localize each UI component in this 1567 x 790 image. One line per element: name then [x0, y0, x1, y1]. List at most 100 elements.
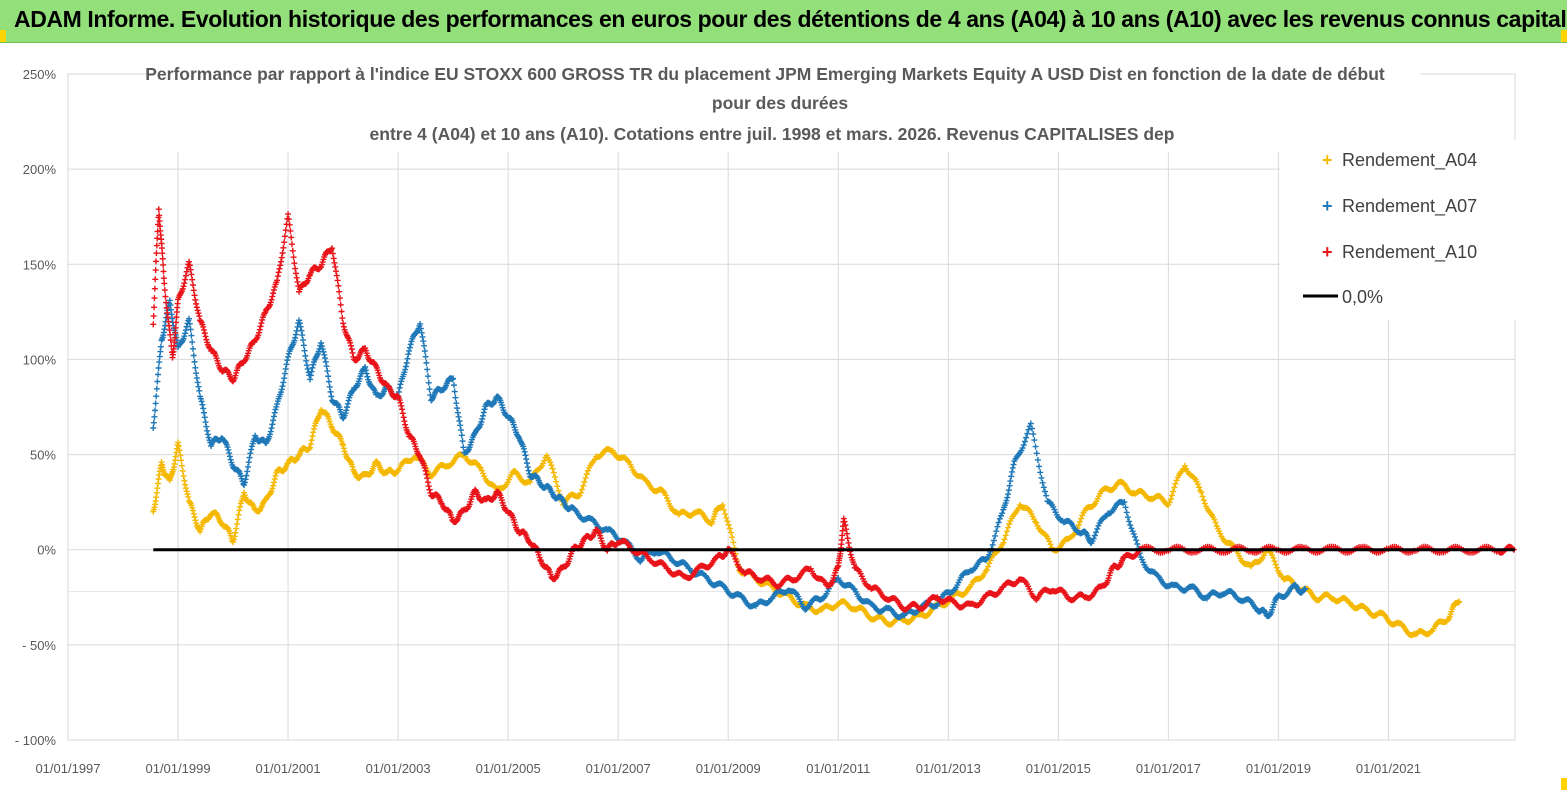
data-point: [197, 395, 204, 402]
data-point: [1455, 599, 1462, 606]
data-point: [188, 332, 195, 339]
data-point: [323, 363, 330, 370]
data-point: [723, 514, 730, 521]
data-point: [986, 551, 993, 558]
data-point: [426, 486, 433, 493]
data-point: [331, 259, 338, 266]
data-point: [306, 272, 313, 279]
data-point: [150, 313, 157, 320]
data-point: [188, 271, 195, 278]
data-point: [152, 407, 159, 414]
data-point: [347, 342, 354, 349]
data-point: [1032, 518, 1039, 525]
data-point: [339, 315, 346, 322]
data-point: [424, 479, 431, 486]
data-point: [173, 319, 180, 326]
data-point: [404, 355, 411, 362]
data-point: [547, 459, 554, 466]
data-point: [1005, 524, 1012, 531]
data-point: [1127, 522, 1134, 529]
data-point: [994, 523, 1001, 530]
data-point: [1269, 552, 1276, 559]
data-point: [303, 362, 310, 369]
data-point: [307, 376, 314, 383]
data-point: [1021, 438, 1028, 445]
data-point: [336, 288, 343, 295]
data-point: [280, 244, 287, 251]
data-point: [160, 275, 167, 282]
data-point: [285, 216, 292, 223]
data-point: [1047, 541, 1054, 548]
data-point: [153, 250, 160, 257]
data-point: [193, 304, 200, 311]
legend-label-zero: 0,0%: [1342, 287, 1383, 307]
data-point: [1041, 488, 1048, 495]
data-point: [329, 250, 336, 257]
data-point: [267, 299, 274, 306]
data-point: [200, 323, 207, 330]
data-point: [286, 221, 293, 228]
data-point: [850, 561, 857, 568]
data-point: [270, 479, 277, 486]
data-point: [996, 515, 1003, 522]
legend-label-a04: Rendement_A04: [1342, 150, 1477, 171]
data-point: [520, 445, 527, 452]
data-point: [271, 476, 278, 483]
data-point: [1090, 535, 1097, 542]
data-point: [396, 384, 403, 391]
data-point: [185, 493, 192, 500]
data-point: [167, 337, 174, 344]
data-point: [1201, 500, 1208, 507]
data-point: [1029, 425, 1036, 432]
data-point: [187, 266, 194, 273]
data-point: [282, 227, 289, 234]
data-point: [205, 515, 212, 522]
data-point: [1005, 487, 1012, 494]
data-point: [1093, 529, 1100, 536]
data-point: [540, 460, 547, 467]
data-point: [225, 446, 232, 453]
data-point: [257, 323, 264, 330]
data-point: [422, 467, 429, 474]
data-point: [983, 566, 990, 573]
data-point: [243, 472, 250, 479]
data-point: [189, 345, 196, 352]
data-point: [1025, 426, 1032, 433]
data-point: [310, 429, 317, 436]
data-point: [418, 329, 425, 336]
data-point: [480, 409, 487, 416]
data-point: [152, 400, 159, 407]
data-point: [477, 464, 484, 471]
data-point: [156, 218, 163, 225]
data-point: [1273, 564, 1280, 571]
data-point: [1123, 509, 1130, 516]
data-point: [522, 452, 529, 459]
data-point: [1272, 561, 1279, 568]
data-point: [727, 529, 734, 536]
data-point: [1171, 484, 1178, 491]
data-point: [161, 280, 168, 287]
data-point: [1173, 477, 1180, 484]
data-points: [150, 206, 1517, 639]
series-Rendement_A04: [150, 406, 1463, 639]
data-point: [304, 365, 311, 372]
data-point: [247, 450, 254, 457]
data-point: [190, 287, 197, 294]
data-point: [278, 386, 285, 393]
data-point: [1130, 530, 1137, 537]
data-point: [554, 483, 561, 490]
data-point: [156, 212, 163, 219]
data-point: [334, 401, 341, 408]
data-point: [1005, 491, 1012, 498]
data-point: [318, 343, 325, 350]
data-point: [1031, 437, 1038, 444]
data-point: [555, 487, 562, 494]
data-point: [344, 400, 351, 407]
data-point: [1002, 532, 1009, 539]
data-point: [191, 292, 198, 299]
data-point: [1037, 469, 1044, 476]
data-point: [224, 524, 231, 531]
data-point: [298, 327, 305, 334]
data-point: [274, 401, 281, 408]
data-point: [1027, 420, 1034, 427]
